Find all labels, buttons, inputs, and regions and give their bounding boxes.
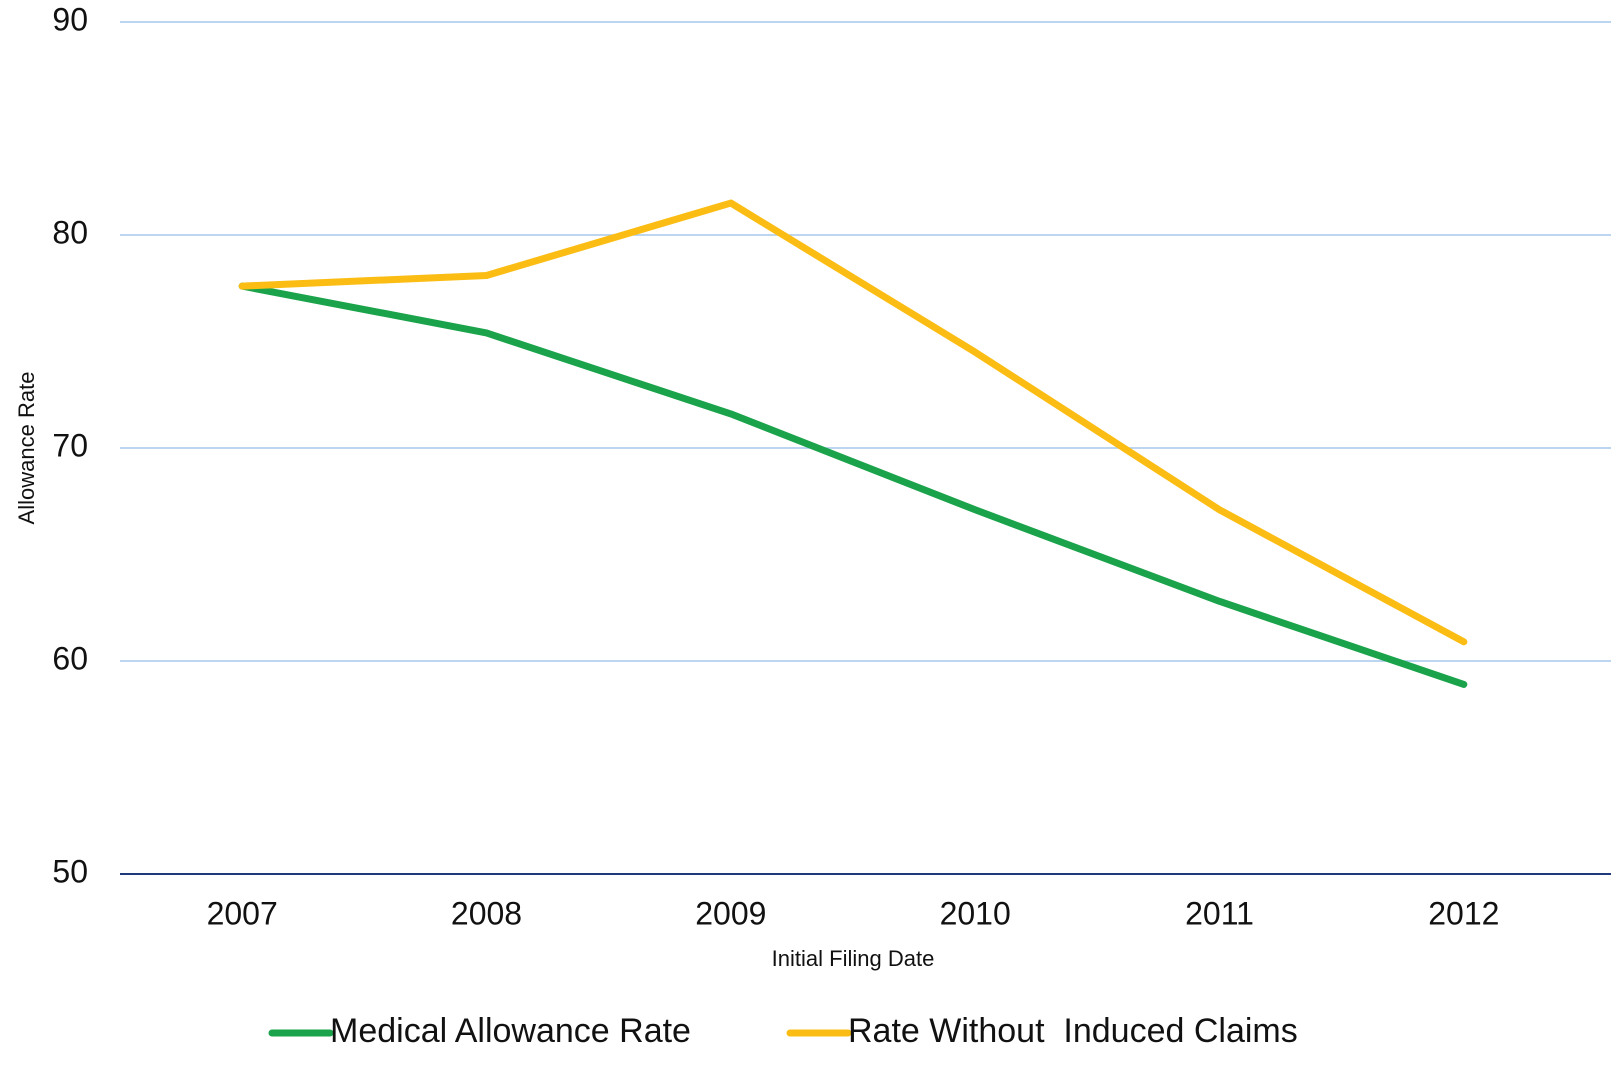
y-tick-label: 60 <box>52 640 88 676</box>
y-tick-label: 90 <box>52 1 88 37</box>
legend-label: Rate Without Induced Claims <box>848 1012 1298 1050</box>
y-tick-label: 80 <box>52 214 88 250</box>
x-tick-label: 2008 <box>451 895 522 931</box>
series-line <box>238 282 1468 688</box>
y-tick-label: 50 <box>52 853 88 889</box>
y-axis-title: Allowance Rate <box>14 372 39 525</box>
legend-label: Medical Allowance Rate <box>330 1012 691 1050</box>
y-tick-label: 70 <box>52 427 88 463</box>
series-line <box>238 199 1468 646</box>
x-tick-label: 2010 <box>940 895 1011 931</box>
x-tick-label: 2012 <box>1428 895 1499 931</box>
x-tick-label: 2007 <box>207 895 278 931</box>
x-tick-label: 2009 <box>695 895 766 931</box>
x-tick-label: 2011 <box>1185 895 1254 931</box>
x-axis-title: Initial Filing Date <box>772 946 935 971</box>
